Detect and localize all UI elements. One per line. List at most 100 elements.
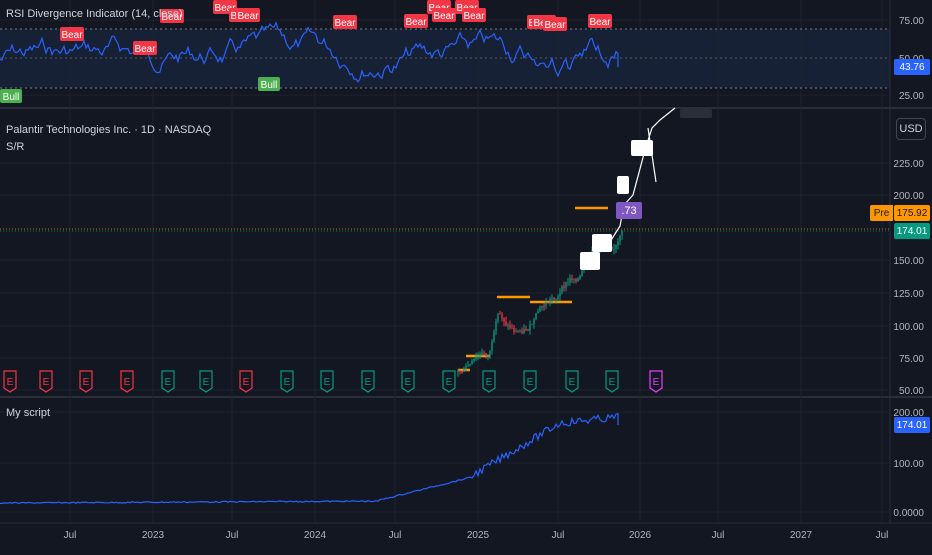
candle-body: [547, 302, 549, 304]
earnings-marker[interactable]: E: [199, 370, 213, 393]
earnings-marker[interactable]: E: [649, 370, 663, 393]
rsi-axis-tick: 25.00: [899, 91, 924, 102]
rsi-axis-tick: 75.00: [899, 16, 924, 27]
sr-value-label: .73: [616, 202, 642, 219]
earnings-marker-text: E: [124, 377, 131, 388]
earnings-marker-shape: [605, 370, 619, 393]
candle-body: [529, 324, 531, 331]
earnings-marker[interactable]: E: [482, 370, 496, 393]
earnings-marker[interactable]: E: [280, 370, 294, 393]
candle-body: [499, 313, 501, 315]
candle-body: [479, 355, 481, 357]
candle-body: [541, 305, 543, 308]
price-subtitle[interactable]: S/R: [6, 141, 25, 153]
earnings-marker[interactable]: E: [239, 370, 253, 393]
candle-body: [497, 313, 499, 321]
projection-box: [580, 252, 600, 270]
candle-body: [539, 307, 541, 312]
candle-body: [473, 358, 475, 361]
time-axis[interactable]: Jul 2023 Jul 2024 Jul 2025 Jul 2026 Jul 2027 Jul: [64, 530, 889, 541]
earnings-marker[interactable]: E: [120, 370, 134, 393]
rsi-title[interactable]: RSI Divergence Indicator (14, close): [6, 8, 183, 20]
earnings-marker-text: E: [7, 377, 14, 388]
candle-body: [531, 323, 533, 325]
bear-label-text: Bear: [463, 11, 485, 22]
time-axis-label: 2023: [142, 530, 165, 541]
projection-note: [680, 109, 712, 118]
bear-label: Bear: [404, 14, 428, 28]
candle-body: [481, 352, 483, 356]
last-price-badge: 174.01: [894, 223, 930, 239]
earnings-marker-text: E: [365, 377, 372, 388]
earnings-marker[interactable]: E: [79, 370, 93, 393]
earnings-marker-text: E: [83, 377, 90, 388]
earnings-marker-text: E: [324, 377, 331, 388]
earnings-marker-text: E: [165, 377, 172, 388]
time-axis-label: Jul: [389, 530, 402, 541]
script-axis-tick: 200.00: [893, 408, 924, 419]
candle-body: [503, 317, 505, 322]
rsi-value-badge: 43.76: [894, 59, 930, 75]
bear-label-text: Bear: [544, 20, 566, 31]
bear-label-box: [543, 17, 567, 31]
earnings-marker[interactable]: E: [605, 370, 619, 393]
earnings-marker-shape: [79, 370, 93, 393]
earnings-marker-shape: [649, 370, 663, 393]
candle-body: [495, 321, 497, 332]
candle-body: [507, 324, 509, 326]
rsi-line[interactable]: [0, 20, 619, 83]
earnings-marker-shape: [161, 370, 175, 393]
bear-label: Bear: [432, 8, 456, 22]
projection-drawing[interactable]: [580, 107, 712, 270]
projection-box: [631, 140, 653, 156]
candle-body: [493, 331, 495, 342]
earnings-marker[interactable]: E: [3, 370, 17, 393]
candle-body: [579, 275, 581, 279]
bear-label-box: [60, 27, 84, 41]
earnings-marker[interactable]: E: [161, 370, 175, 393]
bear-label: Bear: [333, 15, 357, 29]
earnings-marker-shape: [39, 370, 53, 393]
candle-body: [549, 299, 551, 303]
earnings-marker[interactable]: E: [442, 370, 456, 393]
earnings-marker[interactable]: E: [39, 370, 53, 393]
bear-label-box: [588, 14, 612, 28]
time-axis-label: Jul: [552, 530, 565, 541]
earnings-marker[interactable]: E: [565, 370, 579, 393]
bear-label-text: Bear: [433, 11, 455, 22]
candle-body: [465, 365, 467, 369]
script-value-badge: 174.01: [894, 417, 930, 433]
candle-body: [559, 292, 561, 297]
time-axis-label: Jul: [226, 530, 239, 541]
candle-body: [527, 329, 529, 331]
earnings-marker-shape: [280, 370, 294, 393]
candle-body: [557, 296, 559, 300]
candle-body: [567, 282, 569, 284]
script-title[interactable]: My script: [6, 407, 50, 419]
bull-label-box: [258, 77, 280, 91]
bear-label-text: Bear: [405, 17, 427, 28]
candle-body: [513, 327, 515, 332]
script-line[interactable]: [0, 412, 619, 504]
time-axis-label: 2026: [629, 530, 652, 541]
price-title[interactable]: Palantir Technologies Inc. · 1D · NASDAQ: [6, 124, 212, 136]
earnings-marker[interactable]: E: [523, 370, 537, 393]
bear-label: Bear: [588, 14, 612, 28]
bear-label-text: Bear: [334, 18, 356, 29]
bear-label-box: [236, 8, 260, 22]
earnings-marker[interactable]: E: [361, 370, 375, 393]
bear-label: Bear: [462, 8, 486, 22]
earnings-marker[interactable]: E: [320, 370, 334, 393]
earnings-marker[interactable]: E: [401, 370, 415, 393]
candle-body: [457, 370, 459, 372]
bear-label-box: [133, 41, 157, 55]
bear-label-box: [333, 15, 357, 29]
currency-button[interactable]: USD: [896, 118, 926, 140]
candle-body: [577, 278, 579, 282]
candle-body: [619, 235, 621, 242]
bear-label: Bear: [236, 8, 260, 22]
earnings-marker-shape: [320, 370, 334, 393]
